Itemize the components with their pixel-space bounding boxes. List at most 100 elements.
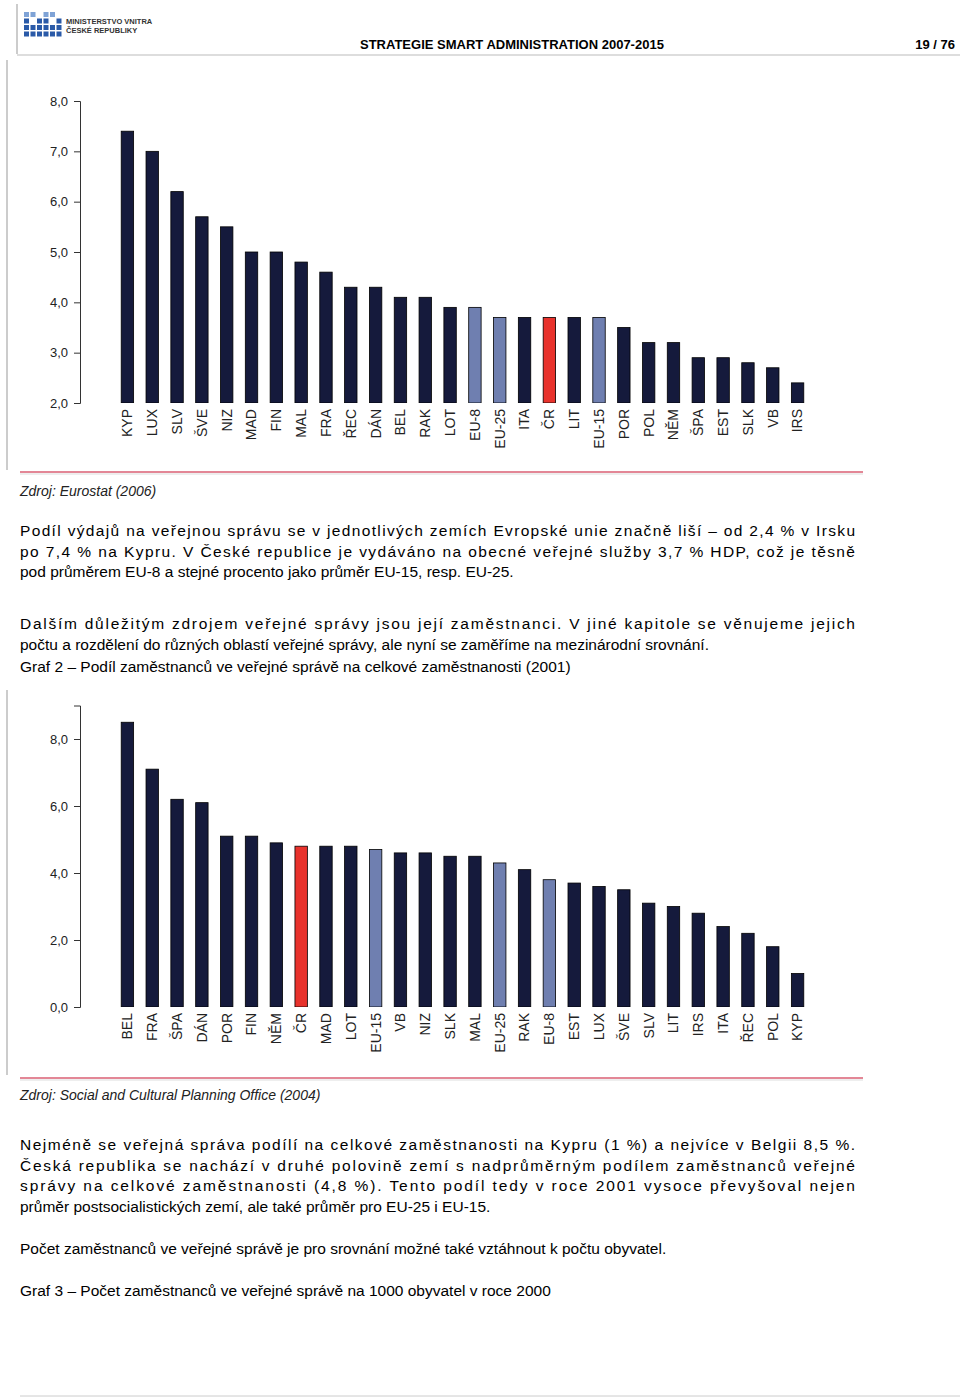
- x-tick-label: LUX: [144, 408, 160, 436]
- bar: [369, 287, 381, 403]
- bar: [444, 307, 456, 403]
- y-tick-mark: [74, 353, 80, 354]
- y-axis-line: [74, 706, 81, 1008]
- bar: [419, 297, 431, 403]
- y-tick-label: 2,0: [50, 933, 68, 948]
- x-tick: LIT: [665, 1013, 681, 1034]
- x-tick: EU-25: [492, 1013, 508, 1053]
- x-tick: KYP: [119, 409, 135, 437]
- y-tick-mark: [74, 806, 80, 807]
- bar: [469, 307, 481, 403]
- logo: [24, 12, 62, 37]
- bar: [717, 927, 729, 1007]
- x-tick: SLK: [442, 1012, 458, 1039]
- x-axis: BELFRAŠPADÁNPORFINNĚMČRMADLOTEU-15VBNIZS…: [119, 1012, 805, 1052]
- logo-square: [44, 19, 49, 24]
- x-tick-label: BEL: [392, 409, 408, 436]
- y-tick-label: 7,0: [50, 144, 68, 159]
- bar: [717, 358, 729, 403]
- x-tick-label: NĚM: [665, 409, 681, 440]
- x-tick-label: POR: [616, 409, 632, 439]
- x-tick: DÁN: [368, 409, 384, 439]
- y-tick-mark: [74, 101, 80, 102]
- chart: Graf 2 – Podíl zaměstnanců ve veřejné sp…: [19, 658, 863, 1104]
- x-tick-label: MAL: [293, 409, 309, 438]
- x-tick-label: IRS: [690, 1013, 706, 1036]
- paragraph: Počet zaměstnanců ve veřejné správě je p…: [20, 1240, 666, 1257]
- x-tick: LOT: [343, 1013, 359, 1041]
- x-tick-label: FIN: [268, 409, 284, 432]
- x-tick-label: LUX: [591, 1012, 607, 1040]
- bar: [121, 722, 133, 1007]
- y-tick-label: 5,0: [50, 245, 68, 260]
- logo-text: ČESKÉ REPUBLIKY: [66, 26, 137, 35]
- x-tick: BEL: [392, 409, 408, 436]
- x-tick: LOT: [442, 409, 458, 437]
- bar: [742, 363, 754, 403]
- bar: [618, 328, 630, 404]
- x-tick-label: NĚM: [268, 1013, 284, 1044]
- x-tick: ITA: [715, 1012, 731, 1033]
- header-rule-vertical: [17, 4, 18, 54]
- x-tick: MAL: [293, 409, 309, 438]
- paragraph-line: Dalším důležitým zdrojem veřejné správy …: [20, 615, 855, 632]
- x-tick-label: RAK: [417, 408, 433, 437]
- separator-rule: [20, 471, 863, 472]
- bar: [642, 903, 654, 1007]
- bar: [494, 863, 506, 1007]
- bar: [369, 850, 381, 1007]
- x-tick: VB: [392, 1013, 408, 1032]
- x-tick-label: ŠVE: [194, 409, 210, 437]
- paragraph: Podíl výdajů na veřejnou správu se v jed…: [20, 522, 855, 580]
- x-tick: FIN: [268, 409, 284, 432]
- y-tick-label: 4,0: [50, 295, 68, 310]
- logo-text: MINISTERSTVO VNITRA: [66, 17, 153, 26]
- x-tick: FIN: [243, 1013, 259, 1036]
- x-tick-label: MAD: [243, 409, 259, 440]
- x-tick: KYP: [789, 1013, 805, 1041]
- separator-rule: [20, 1077, 863, 1078]
- paragraph-line: počtu a rozdělení do různých oblastí veř…: [20, 636, 709, 653]
- bar: [568, 883, 580, 1007]
- x-axis: KYPLUXSLVŠVENIZMADFINMALFRAŘECDÁNBELRAKL…: [119, 408, 805, 448]
- logo-square: [44, 32, 49, 37]
- logo-square: [44, 25, 49, 30]
- x-tick: IRS: [690, 1013, 706, 1036]
- bar: [642, 343, 654, 403]
- bar: [345, 846, 357, 1007]
- x-tick-label: ČR: [541, 409, 557, 429]
- y-tick-mark: [74, 252, 80, 253]
- bars: [121, 722, 804, 1007]
- x-tick: NIZ: [417, 1013, 433, 1036]
- bar: [791, 974, 803, 1008]
- x-tick: ŠPA: [169, 1012, 185, 1040]
- bar: [692, 358, 704, 403]
- x-tick-label: MAD: [318, 1013, 334, 1044]
- x-tick-label: MAL: [467, 1013, 483, 1042]
- bar: [667, 343, 679, 403]
- bar: [667, 907, 679, 1008]
- y-axis: 0,02,04,06,08,0: [50, 706, 81, 1015]
- bar: [146, 769, 158, 1007]
- bar: [394, 297, 406, 403]
- bar: [394, 853, 406, 1007]
- x-tick-label: EU-15: [368, 1013, 384, 1053]
- x-tick: RAK: [516, 1012, 532, 1041]
- bar: [196, 217, 208, 403]
- x-tick: EST: [715, 409, 731, 437]
- paragraph: Nejméně se veřejná správa podílí na celk…: [20, 1136, 855, 1215]
- y-tick-mark: [74, 302, 80, 303]
- x-tick-label: LOT: [442, 409, 458, 437]
- bars: [121, 131, 804, 403]
- x-tick: NIZ: [219, 409, 235, 432]
- bar: [494, 317, 506, 403]
- x-tick-label: RAK: [516, 1012, 532, 1041]
- x-tick: RAK: [417, 408, 433, 437]
- page-border: [7, 60, 8, 470]
- x-tick: NĚM: [665, 409, 681, 440]
- logo-square: [50, 12, 55, 17]
- x-tick: POR: [219, 1013, 235, 1043]
- logo-square: [57, 25, 62, 30]
- x-tick-label: EU-8: [541, 1013, 557, 1045]
- bar: [196, 803, 208, 1007]
